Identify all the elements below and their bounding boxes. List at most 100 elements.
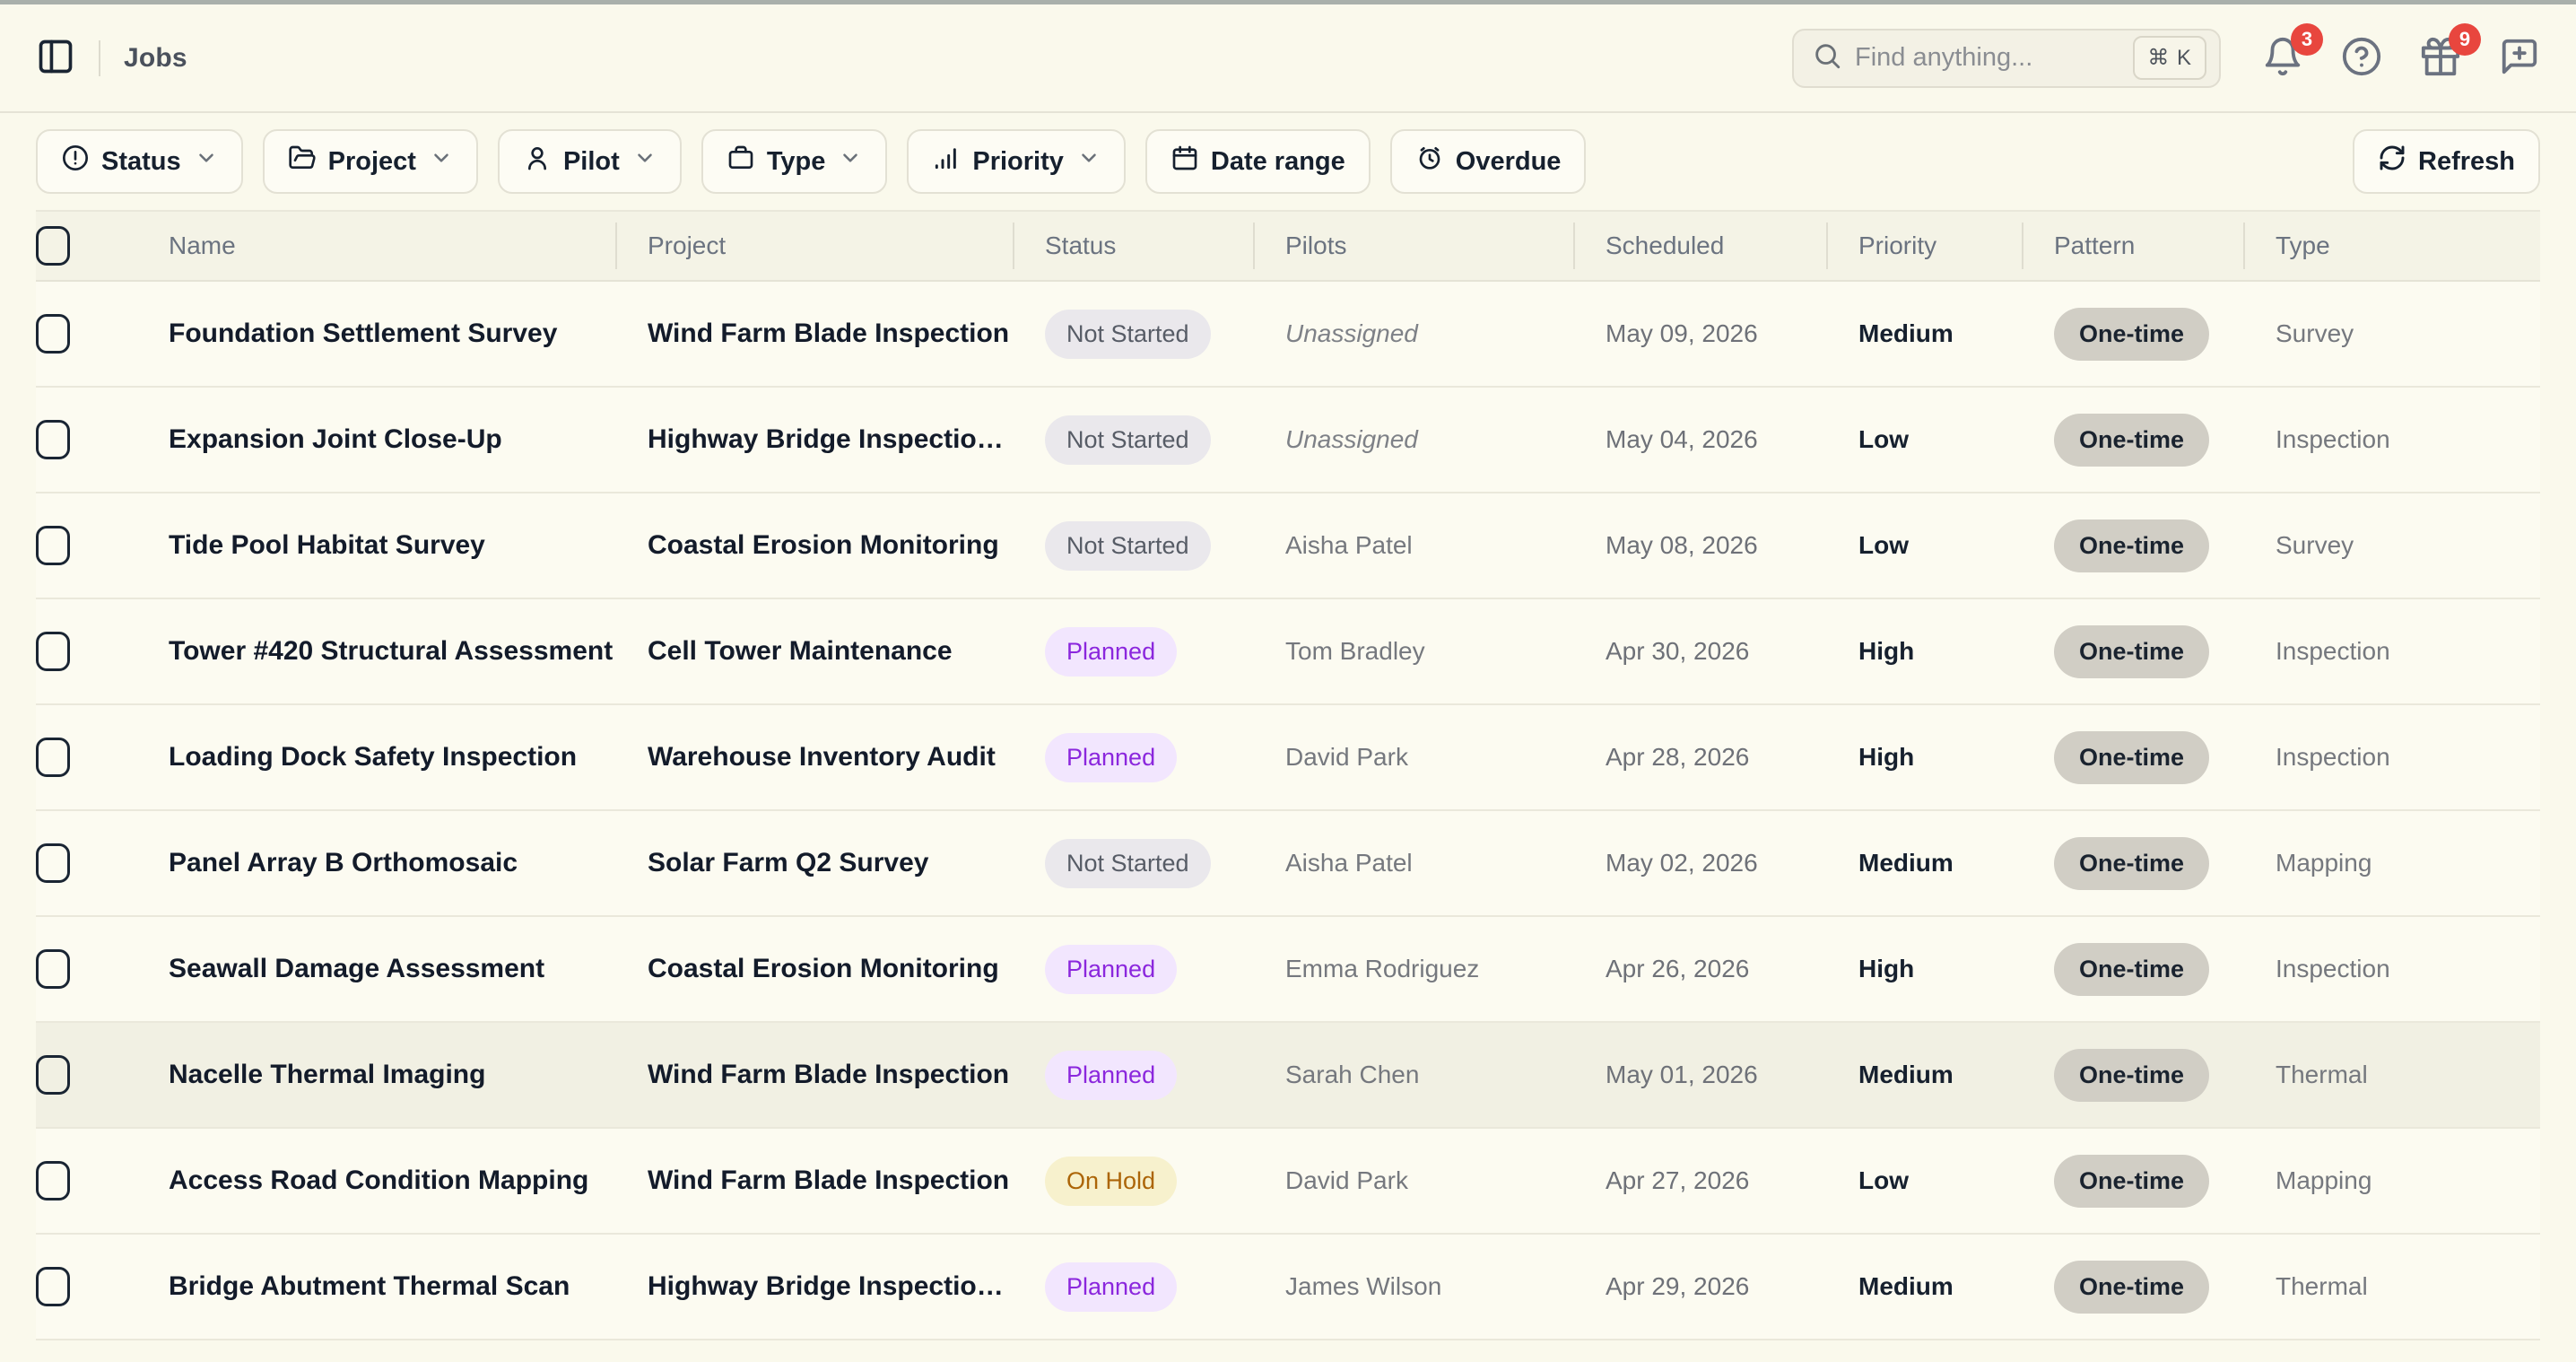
status-badge: Planned [1045,944,1178,994]
job-name: Tide Pool Habitat Survey [169,530,485,560]
whats-new-count-badge: 9 [2449,23,2481,56]
job-pilots: Unassigned [1285,425,1418,453]
job-pattern-cell: One-time [2022,730,2243,784]
job-name: Loading Dock Safety Inspection [169,742,578,772]
table-row[interactable]: Access Road Condition Mapping Wind Farm … [36,1129,2540,1235]
alert-circle-icon [61,144,90,179]
pattern-badge: One-time [2054,1260,2210,1314]
job-project: Coastal Erosion Monitoring [648,530,999,560]
job-project: Wind Farm Blade Inspection [648,1166,1010,1195]
job-pattern-cell: One-time [2022,413,2243,467]
row-checkbox[interactable] [36,526,70,565]
job-status-cell: Planned [1013,626,1253,677]
job-name: Access Road Condition Mapping [169,1166,589,1195]
job-type: Thermal [2276,1061,2368,1088]
row-checkbox-cell [36,1267,136,1306]
help-button[interactable] [2341,36,2382,80]
table-row[interactable]: Seawall Damage Assessment Coastal Erosio… [36,917,2540,1023]
row-checkbox[interactable] [36,843,70,883]
feedback-button[interactable] [2499,36,2540,80]
table-row[interactable]: Tide Pool Habitat Survey Coastal Erosion… [36,493,2540,599]
chevron-down-icon [428,146,453,177]
search-shortcut-chip: ⌘ K [2133,36,2206,80]
column-header-scheduled: Scheduled [1573,212,1826,280]
jobs-table: Name Project Status Pilots Scheduled Pri… [36,210,2540,1340]
chevron-down-icon [631,146,657,177]
table-body: Foundation Settlement Survey Wind Farm B… [36,282,2540,1340]
select-all-checkbox[interactable] [36,226,70,266]
job-status-cell: Not Started [1013,838,1253,888]
pattern-badge: One-time [2054,624,2210,678]
filter-project-button[interactable]: Project [262,129,478,194]
pattern-badge: One-time [2054,1154,2210,1208]
job-project: Highway Bridge Inspection Pr… [648,1271,1013,1301]
chevron-down-icon [837,146,862,177]
column-header-name: Name [169,231,236,259]
job-pattern-cell: One-time [2022,307,2243,361]
row-checkbox-cell [36,1055,136,1095]
job-priority: High [1858,743,1915,771]
job-pilots: David Park [1285,743,1408,771]
sidebar-toggle-button[interactable] [36,37,75,79]
status-badge: Not Started [1045,838,1211,888]
search-box[interactable]: ⌘ K [1792,28,2221,88]
table-row[interactable]: Loading Dock Safety Inspection Warehouse… [36,705,2540,811]
table-row[interactable]: Tower #420 Structural Assessment Cell To… [36,599,2540,705]
panel-left-icon [36,37,75,79]
filter-overdue-button[interactable]: Overdue [1389,129,1587,194]
job-name: Seawall Damage Assessment [169,954,545,983]
search-icon [1812,40,1842,75]
table-row[interactable]: Panel Array B Orthomosaic Solar Farm Q2 … [36,811,2540,917]
job-pattern-cell: One-time [2022,1260,2243,1314]
filter-priority-button[interactable]: Priority [907,129,1126,194]
whats-new-button[interactable]: 9 [2420,23,2481,80]
job-scheduled: Apr 26, 2026 [1606,955,1750,982]
job-pattern-cell: One-time [2022,1048,2243,1102]
job-priority: Low [1858,425,1909,453]
row-checkbox[interactable] [36,632,70,671]
job-status-cell: Planned [1013,1050,1253,1100]
table-row[interactable]: Nacelle Thermal Imaging Wind Farm Blade … [36,1023,2540,1129]
job-name: Foundation Settlement Survey [169,319,558,348]
chevron-down-icon [193,146,218,177]
table-row[interactable]: Expansion Joint Close-Up Highway Bridge … [36,388,2540,493]
row-checkbox[interactable] [36,738,70,777]
row-checkbox[interactable] [36,949,70,989]
row-checkbox[interactable] [36,420,70,459]
help-circle-icon [2341,36,2382,80]
column-header-pattern: Pattern [2022,212,2243,280]
status-badge: Not Started [1045,309,1211,359]
job-scheduled: May 02, 2026 [1606,849,1758,877]
table-row[interactable]: Bridge Abutment Thermal Scan Highway Bri… [36,1235,2540,1340]
job-priority: Medium [1858,1061,1954,1088]
refresh-button[interactable]: Refresh [2353,129,2540,194]
job-project: Solar Farm Q2 Survey [648,848,929,877]
job-scheduled: May 04, 2026 [1606,425,1758,453]
job-name: Bridge Abutment Thermal Scan [169,1271,570,1301]
row-checkbox[interactable] [36,1055,70,1095]
filter-project-label: Project [327,146,416,176]
notifications-button[interactable]: 3 [2262,23,2323,80]
row-checkbox[interactable] [36,1267,70,1306]
job-project: Wind Farm Blade Inspection [648,319,1010,348]
job-type: Inspection [2276,425,2390,453]
search-input[interactable] [1855,43,2121,73]
row-checkbox[interactable] [36,1161,70,1200]
row-checkbox-cell [36,314,136,354]
job-scheduled: Apr 29, 2026 [1606,1272,1750,1300]
job-scheduled: May 01, 2026 [1606,1061,1758,1088]
filter-status-button[interactable]: Status [36,129,243,194]
job-pilots: James Wilson [1285,1272,1442,1300]
job-priority: Low [1858,531,1909,559]
filter-pilot-button[interactable]: Pilot [497,129,682,194]
row-checkbox[interactable] [36,314,70,354]
job-priority: High [1858,955,1915,982]
row-checkbox-cell [36,526,136,565]
job-type: Thermal [2276,1272,2368,1300]
job-priority: Medium [1858,849,1954,877]
briefcase-icon [727,144,755,179]
row-checkbox-cell [36,632,136,671]
filter-type-button[interactable]: Type [701,129,888,194]
table-row[interactable]: Foundation Settlement Survey Wind Farm B… [36,282,2540,388]
filter-date-range-button[interactable]: Date range [1144,129,1371,194]
